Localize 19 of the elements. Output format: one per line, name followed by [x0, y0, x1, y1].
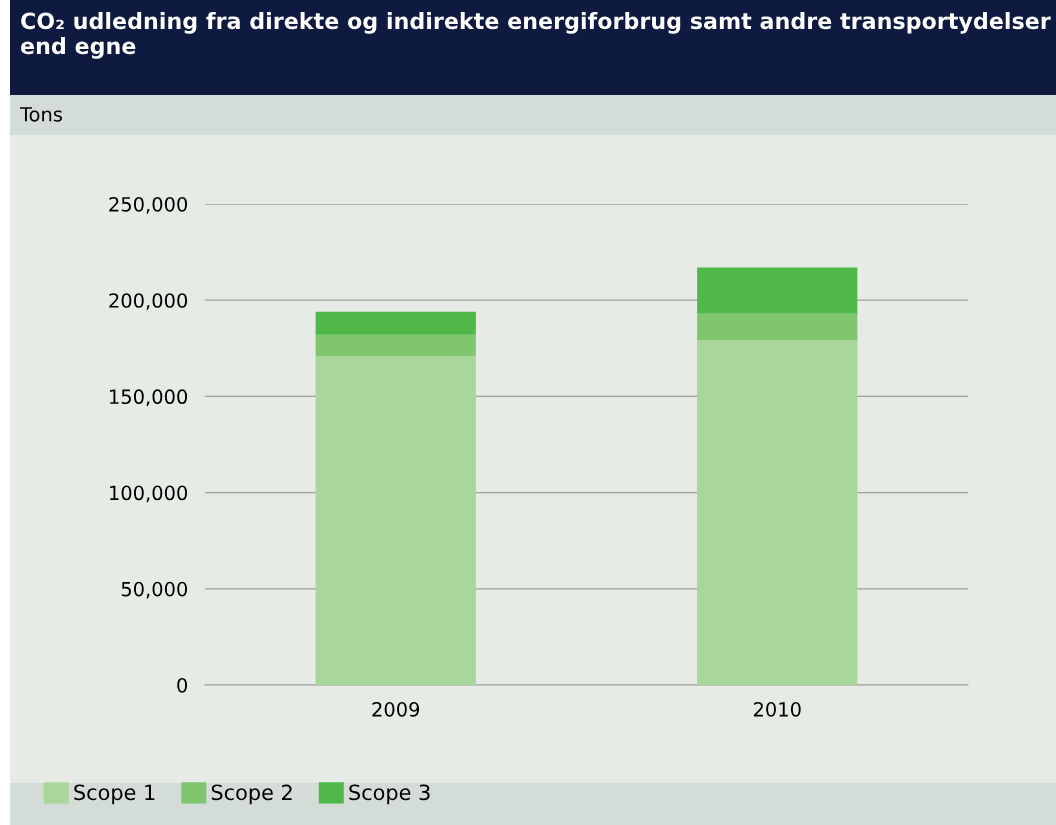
y-tick-label: 0: [177, 677, 188, 693]
bar: [315, 334, 476, 356]
legend-label: Scope 2: [211, 784, 292, 805]
x-tick-label: 2009: [372, 702, 420, 717]
bar: [697, 267, 858, 314]
y-tick-label: 250,000: [109, 196, 188, 214]
legend-label: Scope 3: [349, 784, 430, 805]
chart-title: CO₂ udledning fra direkte og indirekte energiforbrug samt andre transportydelser end egne: [20, 12, 1051, 59]
bar: [315, 311, 476, 335]
bar: [697, 340, 858, 685]
legend-label: Scope 1: [74, 784, 155, 805]
bar: [315, 356, 476, 685]
y-axis-title: Tons: [19, 107, 62, 122]
y-tick-label: 100,000: [110, 485, 188, 503]
x-tick-label: 2010: [753, 702, 801, 717]
y-tick-label: 200,000: [109, 293, 188, 310]
y-tick-label: 150,000: [110, 389, 188, 407]
y-tick-label: 50,000: [121, 581, 188, 599]
bar: [697, 313, 858, 341]
